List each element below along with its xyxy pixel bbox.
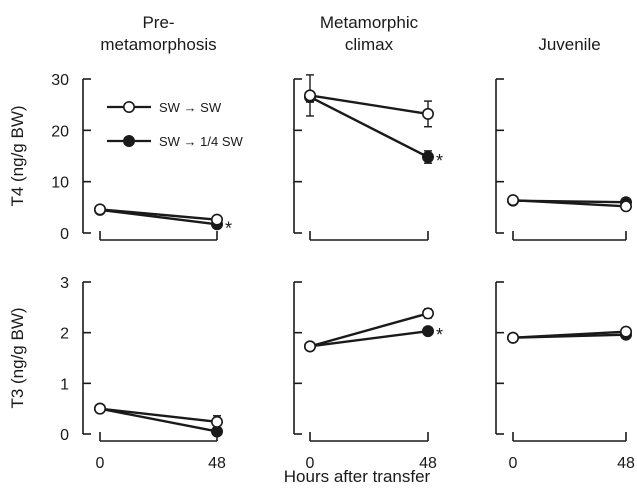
y-tick-label: 1 xyxy=(60,376,69,393)
data-point-open xyxy=(212,214,222,224)
significance-asterisk: * xyxy=(225,218,232,238)
y-tick-label: 0 xyxy=(60,427,69,444)
legend-marker-filled xyxy=(124,136,134,146)
x-tick-label: 48 xyxy=(208,455,226,472)
x-tick-label: 0 xyxy=(509,455,518,472)
panel-r2-c1: 0 1 2 3 0 48 xyxy=(60,275,226,472)
data-point-open xyxy=(423,109,433,119)
panel-r1-c1: 0 10 20 30 Pre-metamorphosis * xyxy=(51,13,232,243)
significance-asterisk: * xyxy=(436,151,443,171)
panel-r2-c2: 0 48* xyxy=(294,282,443,472)
y-tick-label: 30 xyxy=(51,72,69,89)
y-axis-label-row-1: T4 (ng/g BW) xyxy=(8,105,27,206)
data-point-open xyxy=(508,195,518,205)
series-line-sw-quarter-sw xyxy=(310,331,428,346)
panel-title: Metamorphic xyxy=(320,13,419,32)
data-point-open xyxy=(212,417,222,427)
legend-label: SW → 1/4 SW xyxy=(159,134,244,149)
data-point-open xyxy=(95,403,105,413)
y-tick-label: 10 xyxy=(51,175,69,192)
legend: SW → SW SW → 1/4 SW xyxy=(107,100,244,149)
data-point-open xyxy=(621,201,631,211)
x-tick-label: 0 xyxy=(96,455,105,472)
y-tick-label: 2 xyxy=(60,326,69,343)
data-point-open xyxy=(305,90,315,100)
y-tick-label: 3 xyxy=(60,275,69,292)
panel-r1-c3: Juvenile xyxy=(496,35,631,240)
data-point-filled xyxy=(423,152,433,162)
data-point-open xyxy=(621,326,631,336)
x-tick-label: 48 xyxy=(617,455,635,472)
panel-title: climax xyxy=(345,35,394,54)
significance-asterisk: * xyxy=(436,325,443,345)
y-tick-label: 20 xyxy=(51,123,69,140)
legend-marker-open xyxy=(124,102,134,112)
series-line-sw-sw xyxy=(310,313,428,346)
data-point-filled xyxy=(423,326,433,336)
panel-title: Juvenile xyxy=(538,35,600,54)
panel-title: Pre- xyxy=(142,13,174,32)
y-axis-label-row-2: T3 (ng/g BW) xyxy=(8,307,27,408)
legend-label: SW → SW xyxy=(159,100,222,115)
panel-title: metamorphosis xyxy=(100,35,216,54)
data-point-open xyxy=(305,341,315,351)
x-axis-label: Hours after transfer xyxy=(284,467,431,486)
data-point-open xyxy=(95,204,105,214)
data-point-open xyxy=(423,308,433,318)
panel-r1-c2: Metamorphic climax * xyxy=(294,13,443,240)
data-point-open xyxy=(508,333,518,343)
panel-r2-c3: 0 48 xyxy=(496,282,635,472)
y-tick-label: 0 xyxy=(60,226,69,243)
series-line-sw-quarter-sw xyxy=(310,97,428,157)
